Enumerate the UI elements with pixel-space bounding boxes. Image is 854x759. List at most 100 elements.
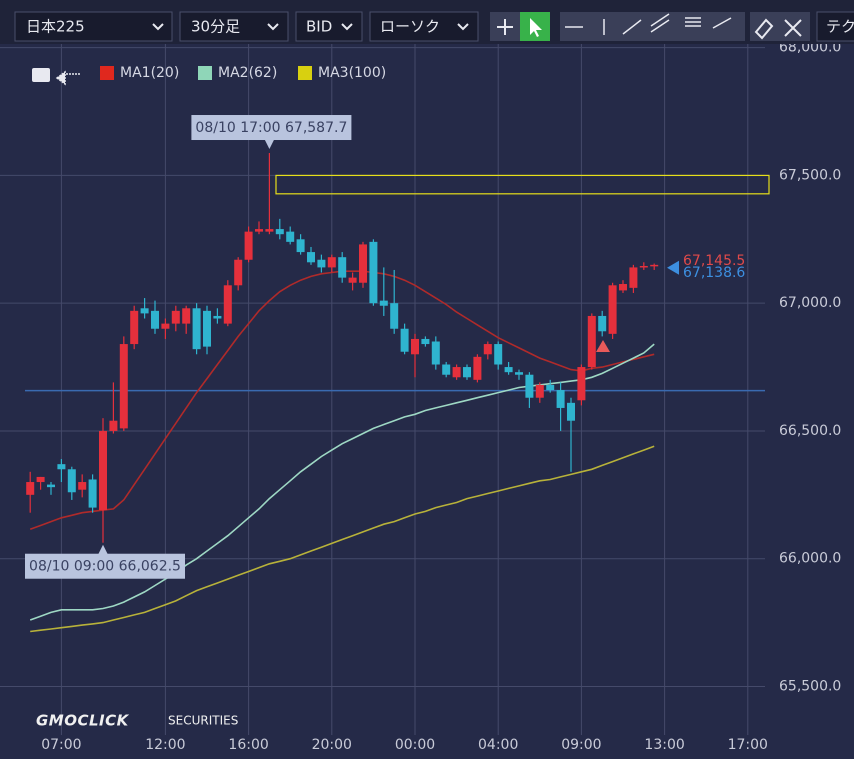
price-marker <box>667 260 679 275</box>
legend-swatch <box>298 66 312 80</box>
legend-swatch <box>100 66 114 80</box>
candle-body <box>213 315 222 319</box>
x-tick-label: 09:00 <box>561 737 601 753</box>
annotation-pointer <box>98 544 108 555</box>
candle-body <box>546 384 555 391</box>
candle-body <box>307 252 315 263</box>
symbol[interactable]: 日本225 <box>26 18 85 36</box>
x-tick-label: 12:00 <box>145 737 185 753</box>
x-tick-label: 20:00 <box>312 737 352 753</box>
signal-arrow <box>596 340 610 352</box>
candle-body <box>244 231 253 260</box>
candle-body <box>525 374 534 398</box>
tool-group[interactable] <box>750 12 810 41</box>
candle-body <box>431 341 440 365</box>
candle-body <box>119 344 128 429</box>
caret <box>152 23 164 31</box>
icon <box>497 19 513 35</box>
caret <box>457 23 469 31</box>
candle-body <box>275 229 284 235</box>
legend-label: MA2(62) <box>218 65 277 81</box>
candle-body <box>223 285 232 324</box>
candle-body <box>639 266 648 268</box>
candle-body <box>182 308 191 324</box>
candle-body <box>234 259 243 286</box>
candle-body <box>327 257 336 268</box>
dropdown[interactable] <box>295 11 363 42</box>
candle-body <box>286 231 295 242</box>
candle-body <box>57 464 66 470</box>
tool-icons <box>565 13 732 35</box>
plot: 65,500.0 66,000.0 66,500.0 67,000.0 67,500.0… <box>0 40 841 753</box>
x-tick-label: 04:00 <box>478 737 518 753</box>
candle-body <box>88 479 97 508</box>
candle-body <box>400 328 409 352</box>
candle-body <box>619 284 627 291</box>
toolbar: 日本225 30分足 BID ローソク テク <box>0 0 854 44</box>
legend-label: MA1(20) <box>120 65 179 81</box>
candle-body <box>317 259 326 268</box>
logo-name: GMOCLICK <box>36 712 130 730</box>
tool-icons <box>754 18 802 40</box>
candle-body <box>99 430 107 511</box>
candle-body <box>483 344 492 355</box>
candle-body <box>390 303 399 329</box>
candle-body <box>109 420 118 431</box>
caret <box>341 23 353 31</box>
candle-body <box>140 308 149 314</box>
candle-body <box>67 469 76 493</box>
zone-box <box>275 174 770 195</box>
x-tick-label: 00:00 <box>395 737 435 753</box>
candle-body <box>629 267 638 288</box>
tech-button[interactable] <box>816 11 854 42</box>
candle-body <box>473 356 482 380</box>
annotation-box <box>191 115 352 141</box>
chart-style[interactable]: ローソク <box>380 18 440 36</box>
candle-body <box>535 384 544 398</box>
tech-label[interactable]: テク <box>826 18 854 36</box>
x-tick-label: 16:00 <box>228 737 268 753</box>
price-label: 67,145.5 <box>683 253 745 269</box>
candle-body <box>296 239 305 253</box>
annotation-label: 08/10 17:00 67,587.7 <box>195 120 347 136</box>
x-tick-label: 07:00 <box>41 737 81 753</box>
ma-line <box>30 445 655 633</box>
logo-sub: SECURITIES <box>168 714 238 728</box>
price-type[interactable]: BID <box>306 18 332 36</box>
candle-body <box>359 244 367 283</box>
timeframe[interactable]: 30分足 <box>191 18 240 36</box>
candle-body <box>36 476 45 483</box>
candle-body <box>338 257 347 278</box>
candle-body <box>151 310 159 329</box>
x-tick-label: 13:00 <box>644 737 684 753</box>
candle-body <box>192 308 201 350</box>
y-tick-label: 66,000.0 <box>779 551 841 567</box>
note-icon[interactable] <box>32 68 50 82</box>
legend: MA1(20) MA2(62) MA3(100) <box>32 65 386 86</box>
candle-body <box>577 367 586 401</box>
candle-body <box>587 315 596 368</box>
candle-body <box>411 338 419 355</box>
candle-body <box>515 372 523 375</box>
candle-body <box>650 264 659 267</box>
collapse-icon[interactable] <box>55 70 80 86</box>
annotation-box <box>25 553 185 579</box>
candle-body <box>348 277 357 283</box>
candle-body <box>598 315 607 332</box>
tool-group[interactable] <box>560 12 745 41</box>
candle-body <box>78 482 87 490</box>
candle-body <box>494 344 503 365</box>
candle-body <box>161 323 170 329</box>
price-label: 67,138.6 <box>683 265 745 281</box>
dropdown[interactable] <box>14 11 173 42</box>
candle-body <box>47 484 55 488</box>
draw-tools <box>560 12 810 41</box>
candle-body <box>504 367 513 373</box>
candle-body <box>463 367 471 378</box>
icon <box>530 18 542 37</box>
y-tick-label: 65,500.0 <box>779 678 841 694</box>
candle-body <box>130 310 139 345</box>
